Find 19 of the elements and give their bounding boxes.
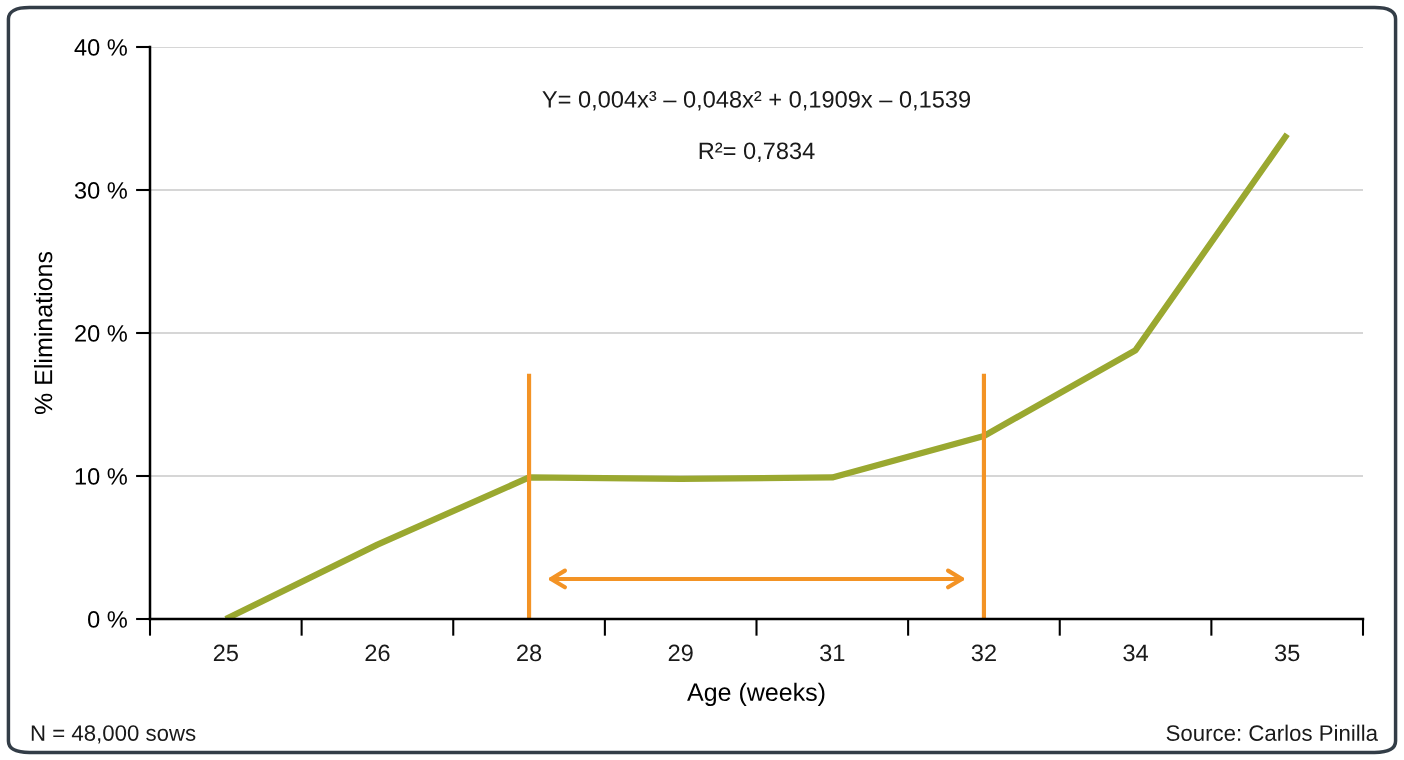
- y-axis-title: % Eliminations: [33, 251, 53, 415]
- x-tick-label: 28: [517, 644, 542, 662]
- annotation: Y= 0,004x³ – 0,048x² + 0,1909x – 0,1539: [542, 90, 971, 111]
- y-tick-label: 20 %: [75, 325, 127, 342]
- x-tick-label: 34: [1123, 644, 1148, 662]
- x-tick-label: 25: [213, 644, 238, 662]
- y-tick-label: 0 %: [88, 611, 127, 628]
- x-tick-label: 26: [365, 644, 390, 662]
- y-tick-label: 40 %: [74, 39, 127, 56]
- x-axis-title: Age (weeks): [687, 682, 825, 706]
- x-tick-label: 35: [1274, 644, 1300, 662]
- x-tick-label: 29: [668, 644, 693, 662]
- annotation: R²= 0,7834: [699, 142, 815, 162]
- x-tick-label: 32: [971, 644, 996, 662]
- y-tick-label: 30 %: [74, 182, 127, 199]
- source-note: Source: Carlos Pinilla: [1166, 724, 1379, 741]
- y-tick-label: 10 %: [75, 468, 127, 485]
- x-tick-label: 31: [820, 644, 845, 662]
- text: N = 48,000 sows: [31, 725, 196, 744]
